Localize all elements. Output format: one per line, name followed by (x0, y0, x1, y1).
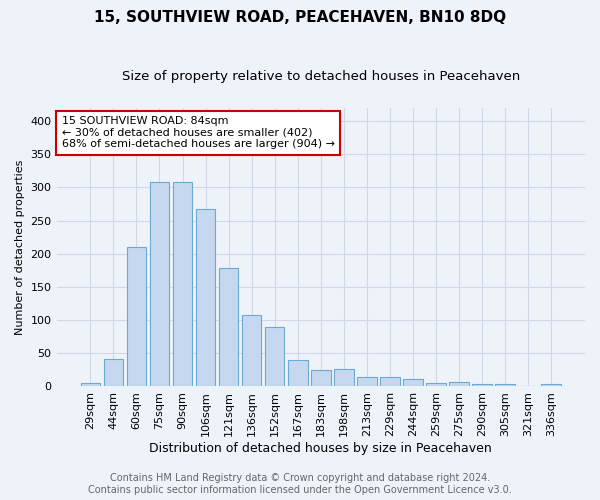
Bar (288, 360, 308, 386)
Bar (242, 316, 262, 386)
Text: 15 SOUTHVIEW ROAD: 84sqm
← 30% of detached houses are smaller (402)
68% of semi-: 15 SOUTHVIEW ROAD: 84sqm ← 30% of detach… (62, 116, 335, 150)
Bar (104, 358, 123, 386)
Bar (426, 383, 446, 386)
Bar (219, 268, 238, 386)
Bar (127, 247, 146, 386)
Bar (80, 383, 100, 386)
Bar (380, 376, 400, 386)
Bar (173, 182, 193, 386)
Bar (357, 376, 377, 386)
X-axis label: Distribution of detached houses by size in Peacehaven: Distribution of detached houses by size … (149, 442, 492, 455)
Text: 15, SOUTHVIEW ROAD, PEACEHAVEN, BN10 8DQ: 15, SOUTHVIEW ROAD, PEACEHAVEN, BN10 8DQ (94, 10, 506, 25)
Bar (196, 208, 215, 386)
Bar (149, 182, 169, 386)
Y-axis label: Number of detached properties: Number of detached properties (15, 160, 25, 335)
Bar (403, 379, 423, 386)
Bar (541, 384, 561, 386)
Title: Size of property relative to detached houses in Peacehaven: Size of property relative to detached ho… (122, 70, 520, 83)
Bar (449, 382, 469, 386)
Bar (472, 384, 492, 386)
Bar (496, 384, 515, 386)
Text: Contains HM Land Registry data © Crown copyright and database right 2024.
Contai: Contains HM Land Registry data © Crown c… (88, 474, 512, 495)
Bar (334, 368, 353, 386)
Bar (311, 370, 331, 386)
Bar (265, 326, 284, 386)
